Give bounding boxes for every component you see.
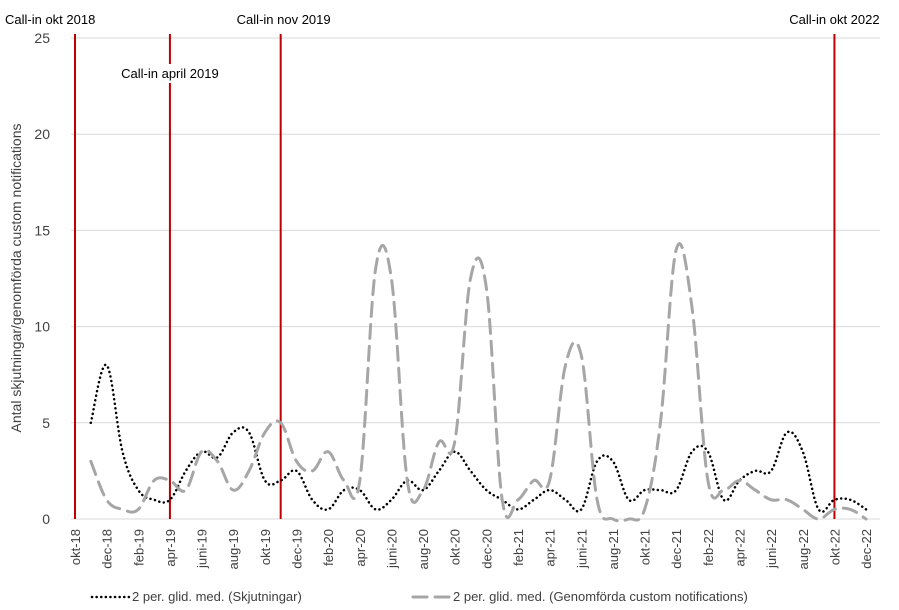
- y-tick-label: 15: [34, 222, 50, 238]
- y-tick-label: 20: [34, 126, 50, 142]
- x-axis-ticks: okt-18 dec-18 feb-19 apr-19 juni-19 aug-19 okt…: [68, 529, 874, 569]
- x-tick-label: apr-22: [733, 529, 748, 567]
- x-tick-label: aug-21: [606, 529, 621, 569]
- callout-label: Call-in april 2019: [121, 66, 219, 81]
- x-tick-label: aug-20: [416, 529, 431, 569]
- y-axis-label: Antal skjutningar/genomförda custom noti…: [8, 124, 24, 433]
- x-tick-label: apr-20: [353, 529, 368, 567]
- x-tick-label: dec-21: [669, 529, 684, 569]
- x-tick-label: dec-18: [100, 529, 115, 569]
- x-tick-label: aug-19: [226, 529, 241, 569]
- legend-label: 2 per. glid. med. (Genomförda custom not…: [453, 589, 748, 604]
- gridlines: [71, 37, 880, 520]
- x-tick-label: feb-21: [511, 529, 526, 566]
- callout-label-bg: [121, 64, 218, 83]
- x-tick-label: juni-21: [574, 529, 589, 569]
- x-tick-label: apr-19: [163, 529, 178, 567]
- callout-label: Call-in okt 2018: [5, 12, 95, 27]
- series-line-skjutningar: [89, 363, 868, 514]
- x-tick-label: dec-22: [859, 529, 874, 569]
- x-tick-label: feb-20: [321, 529, 336, 566]
- x-tick-label: feb-19: [131, 529, 146, 566]
- x-tick-label: dec-20: [479, 529, 494, 569]
- callout-label: Call-in okt 2022: [789, 12, 879, 27]
- x-tick-label: apr-21: [543, 529, 558, 567]
- x-tick-label: dec-19: [290, 529, 305, 569]
- x-tick-label: okt-19: [258, 529, 273, 565]
- series-lines: [89, 242, 868, 523]
- y-tick-label: 10: [34, 319, 50, 335]
- x-tick-label: okt-18: [68, 529, 83, 565]
- y-tick-label: 25: [34, 30, 50, 46]
- x-tick-label: juni-19: [195, 529, 210, 569]
- callout-labels: Call-in okt 2018 Call-in april 2019 Call-i…: [5, 12, 880, 83]
- series-line-custom-notifications: [89, 242, 868, 523]
- x-tick-label: okt-20: [448, 529, 463, 565]
- y-tick-label: 5: [42, 415, 50, 431]
- x-tick-label: feb-22: [701, 529, 716, 566]
- x-tick-label: okt-22: [827, 529, 842, 565]
- x-tick-label: aug-22: [796, 529, 811, 569]
- callout-label: Call-in nov 2019: [237, 12, 331, 27]
- x-tick-label: juni-20: [384, 529, 399, 569]
- legend: 2 per. glid. med. (Skjutningar) 2 per. gl…: [90, 589, 748, 604]
- y-axis-ticks: 0 5 10 15 20 25: [34, 30, 50, 527]
- x-tick-label: juni-22: [764, 529, 779, 569]
- y-tick-label: 0: [42, 511, 50, 527]
- x-tick-label: okt-21: [638, 529, 653, 565]
- legend-label: 2 per. glid. med. (Skjutningar): [132, 589, 302, 604]
- callout-lines: [74, 34, 836, 519]
